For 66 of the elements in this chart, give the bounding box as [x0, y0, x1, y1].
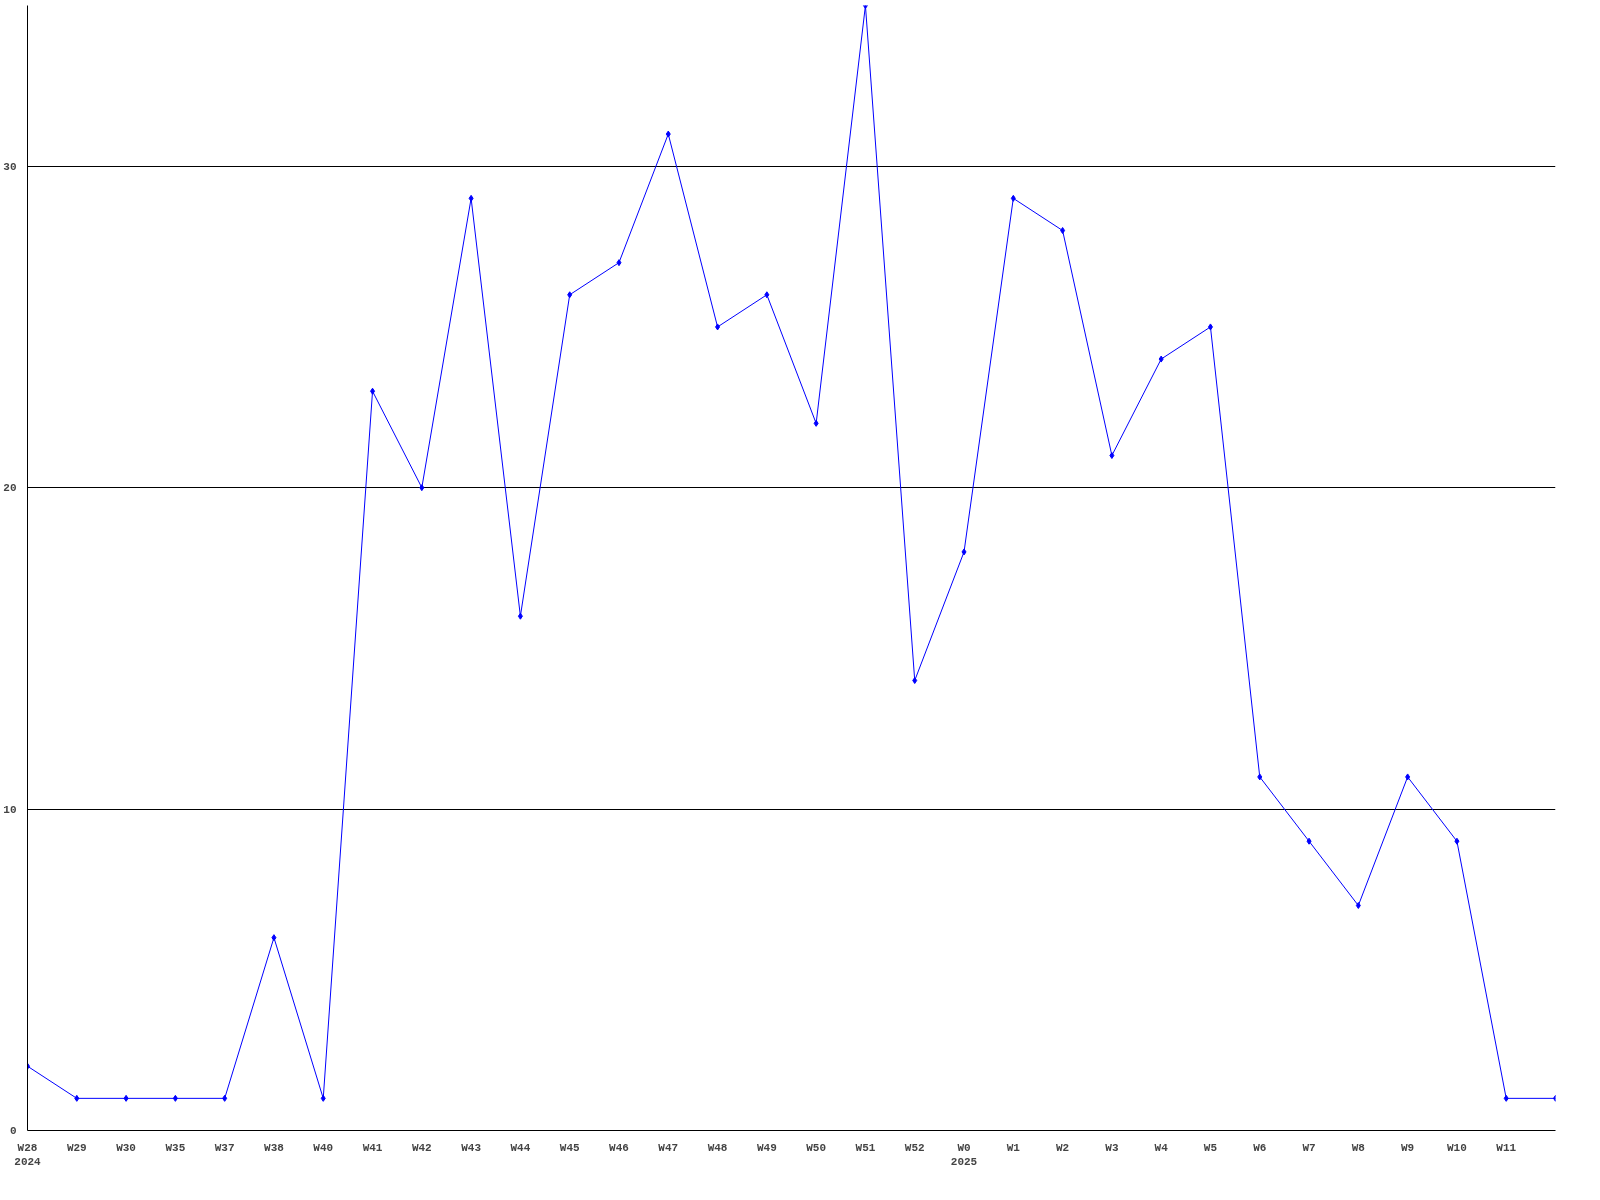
x-tick-label: W47 — [658, 1141, 679, 1154]
point — [616, 259, 622, 267]
x-tick-label: W6 — [1253, 1141, 1267, 1154]
point — [1503, 1094, 1509, 1102]
y-tick-label: 0 — [9, 1125, 17, 1137]
point — [1405, 773, 1411, 781]
point — [1207, 323, 1213, 331]
x-tick-label: W30 — [116, 1141, 136, 1154]
point — [1257, 773, 1263, 781]
y-tick-label: 20 — [3, 482, 17, 495]
y-tick-label: 10 — [3, 803, 17, 816]
x-tick-label: W11 — [1496, 1141, 1517, 1154]
point — [912, 677, 918, 684]
point — [517, 612, 523, 620]
x-tick-label: W49 — [756, 1141, 777, 1154]
x-tick-label: W3 — [1105, 1141, 1119, 1154]
line-series — [27, 5, 1556, 1102]
point — [715, 323, 721, 331]
x-tick-label: W9 — [1401, 1141, 1415, 1154]
x-tick-label: W41 — [362, 1141, 383, 1154]
x-tick-label: W45 — [559, 1141, 580, 1154]
x-tick-label: W52 — [904, 1141, 925, 1154]
x-tick-label: W42 — [411, 1141, 432, 1154]
x-tick-label: W38 — [264, 1141, 285, 1154]
point — [764, 291, 770, 299]
point — [271, 934, 277, 942]
point — [1355, 902, 1361, 909]
x-tick-label: W1 — [1006, 1141, 1021, 1154]
point — [320, 1094, 326, 1102]
x-tick-label: W28 2024 — [14, 1141, 42, 1168]
x-tick-label: W7 — [1302, 1141, 1316, 1154]
x-tick-label: W43 — [461, 1141, 482, 1154]
x-tick-label: W35 — [165, 1141, 186, 1154]
x-tick-label: W46 — [609, 1141, 629, 1154]
point — [1306, 837, 1312, 845]
point — [370, 387, 376, 395]
point — [123, 1094, 129, 1102]
point — [1010, 194, 1016, 202]
x-tick-label: W5 — [1203, 1141, 1218, 1154]
point — [172, 1094, 178, 1102]
y-tick-label: 30 — [3, 160, 17, 173]
x-tick-label: W0 2025 — [950, 1141, 978, 1168]
x-tick-label: W44 — [510, 1141, 531, 1154]
point — [222, 1094, 228, 1102]
x-tick-label: W4 — [1154, 1141, 1169, 1154]
x-tick-label: W2 — [1056, 1141, 1070, 1154]
point — [862, 5, 868, 9]
x-tick-label: W51 — [855, 1141, 876, 1154]
x-tick-label: W40 — [313, 1141, 334, 1154]
x-tick-label: W50 — [806, 1141, 827, 1154]
point — [419, 484, 425, 492]
point — [665, 130, 671, 138]
point — [567, 291, 573, 299]
point — [1060, 227, 1066, 234]
point — [813, 419, 819, 427]
point — [1454, 837, 1460, 845]
x-tick-label: W10 — [1447, 1141, 1467, 1154]
x-tick-label: W48 — [707, 1141, 728, 1154]
point — [468, 194, 474, 202]
x-tick-label: W8 — [1351, 1141, 1366, 1154]
point — [74, 1094, 80, 1102]
x-tick-label: W37 — [214, 1141, 235, 1154]
point — [1109, 452, 1115, 459]
x-tick-label: W29 — [66, 1141, 87, 1154]
point — [1158, 355, 1164, 363]
point — [961, 548, 967, 556]
